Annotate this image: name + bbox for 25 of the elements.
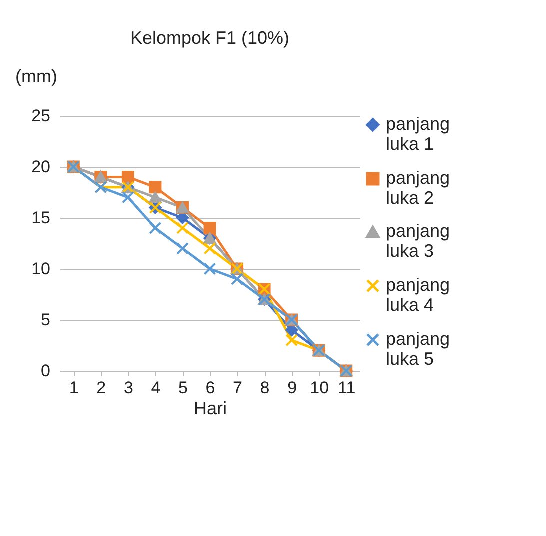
legend-label: panjang luka 2 bbox=[386, 168, 450, 208]
legend-label: panjang luka 3 bbox=[386, 221, 450, 261]
x-tick-label: 2 bbox=[96, 378, 106, 398]
x-tick-label: 1 bbox=[69, 378, 79, 398]
x-tick-label: 10 bbox=[310, 378, 330, 398]
y-tick-label: 15 bbox=[32, 208, 50, 228]
y-tick-label: 0 bbox=[41, 362, 50, 380]
y-axis-title: (mm) bbox=[16, 66, 58, 86]
legend-label: panjang luka 5 bbox=[386, 329, 450, 369]
x-tick-label: 6 bbox=[206, 378, 216, 398]
x-tick-label: 5 bbox=[178, 378, 188, 398]
y-tick-label: 5 bbox=[41, 310, 50, 330]
chart-title: Kelompok F1 (10%) bbox=[130, 28, 290, 48]
x-tick-label: 11 bbox=[338, 378, 356, 398]
y-tick-label: 25 bbox=[32, 106, 50, 126]
y-tick-label: 20 bbox=[32, 158, 50, 176]
x-tick-label: 8 bbox=[260, 378, 270, 398]
legend-label: panjang luka 4 bbox=[386, 275, 450, 315]
x-tick-label: 3 bbox=[124, 378, 134, 398]
x-tick-label: 7 bbox=[233, 378, 243, 398]
legend-label: panjang luka 1 bbox=[386, 114, 450, 154]
y-tick-label: 10 bbox=[32, 260, 50, 278]
x-tick-label: 9 bbox=[288, 378, 298, 398]
x-axis-title: Hari bbox=[194, 398, 228, 418]
x-tick-label: 4 bbox=[151, 378, 161, 398]
